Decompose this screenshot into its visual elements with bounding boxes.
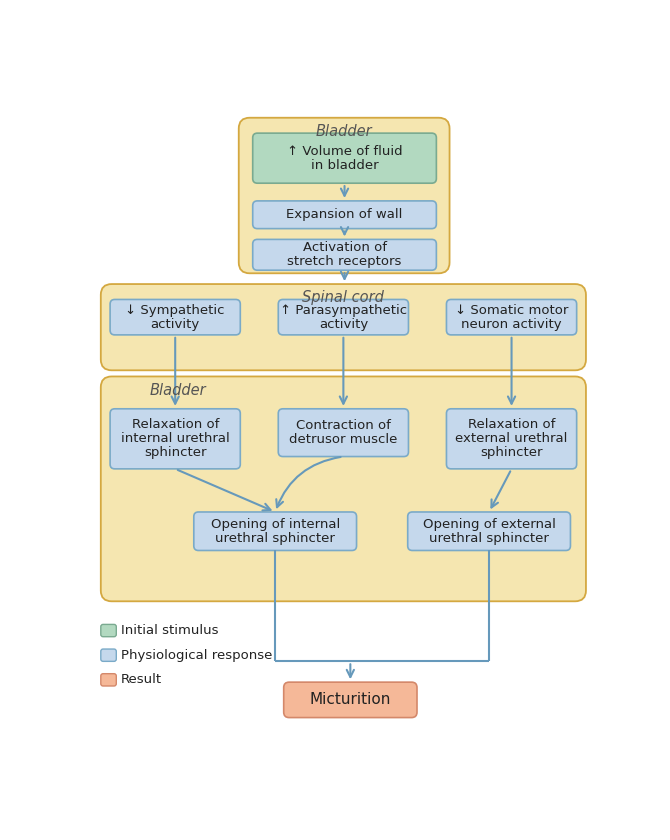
Text: Micturition: Micturition xyxy=(310,692,391,707)
FancyBboxPatch shape xyxy=(278,409,409,457)
Text: ↓ Sympathetic: ↓ Sympathetic xyxy=(125,304,225,317)
FancyBboxPatch shape xyxy=(283,682,417,717)
FancyBboxPatch shape xyxy=(253,133,436,183)
Text: Relaxation of: Relaxation of xyxy=(468,418,555,432)
FancyBboxPatch shape xyxy=(253,239,436,270)
Text: Initial stimulus: Initial stimulus xyxy=(121,624,218,637)
FancyBboxPatch shape xyxy=(408,512,570,550)
Text: Contraction of: Contraction of xyxy=(296,419,391,433)
Text: neuron activity: neuron activity xyxy=(461,318,562,331)
Text: Spinal cord: Spinal cord xyxy=(302,291,385,306)
Text: Opening of internal: Opening of internal xyxy=(210,517,340,531)
FancyBboxPatch shape xyxy=(446,409,577,469)
Text: Expansion of wall: Expansion of wall xyxy=(286,208,403,221)
Text: ↑ Volume of fluid: ↑ Volume of fluid xyxy=(287,144,403,158)
Text: ↑ Parasympathetic: ↑ Parasympathetic xyxy=(280,304,407,317)
FancyBboxPatch shape xyxy=(110,300,241,335)
Text: Result: Result xyxy=(121,674,162,686)
Text: urethral sphincter: urethral sphincter xyxy=(215,532,335,544)
Text: sphincter: sphincter xyxy=(144,446,206,459)
FancyBboxPatch shape xyxy=(100,624,117,637)
Text: stretch receptors: stretch receptors xyxy=(287,255,402,268)
FancyBboxPatch shape xyxy=(100,376,586,601)
FancyBboxPatch shape xyxy=(110,409,241,469)
Text: Relaxation of: Relaxation of xyxy=(131,418,219,432)
Text: urethral sphincter: urethral sphincter xyxy=(429,532,549,544)
Text: detrusor muscle: detrusor muscle xyxy=(289,433,397,446)
Text: Bladder: Bladder xyxy=(316,124,373,139)
Text: external urethral: external urethral xyxy=(456,433,567,445)
Text: Opening of external: Opening of external xyxy=(423,517,555,531)
Text: internal urethral: internal urethral xyxy=(121,433,230,445)
Text: in bladder: in bladder xyxy=(311,159,379,171)
FancyBboxPatch shape xyxy=(194,512,356,550)
FancyBboxPatch shape xyxy=(446,300,577,335)
Text: activity: activity xyxy=(319,318,368,331)
FancyBboxPatch shape xyxy=(100,649,117,661)
FancyBboxPatch shape xyxy=(100,284,586,370)
FancyBboxPatch shape xyxy=(239,118,450,273)
Text: Activation of: Activation of xyxy=(303,241,387,255)
Text: Bladder: Bladder xyxy=(150,383,206,398)
Text: Physiological response: Physiological response xyxy=(121,648,272,662)
FancyBboxPatch shape xyxy=(253,201,436,228)
Text: ↓ Somatic motor: ↓ Somatic motor xyxy=(455,304,568,317)
Text: activity: activity xyxy=(151,318,200,331)
Text: sphincter: sphincter xyxy=(480,446,543,459)
FancyBboxPatch shape xyxy=(278,300,409,335)
FancyBboxPatch shape xyxy=(100,674,117,686)
